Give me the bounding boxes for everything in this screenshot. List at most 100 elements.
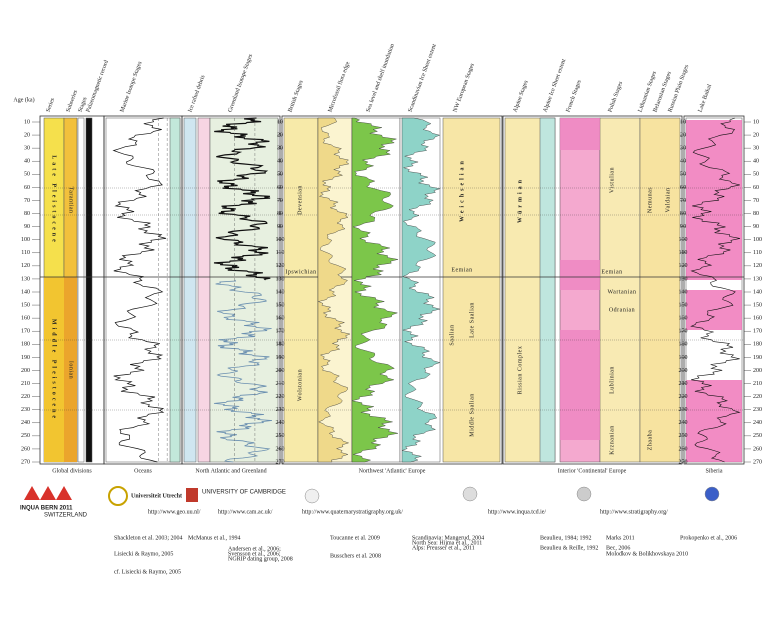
column-header: Marine Isotope Stages (120, 60, 144, 113)
pink-band (686, 380, 742, 462)
group-label: Global divisions (52, 468, 92, 474)
stage-label: Saalian (449, 324, 455, 345)
stage-label: Rissian Complex (517, 346, 523, 395)
reference: Busschers et al. 2008 (330, 553, 381, 559)
age-tick-label: 60 (753, 185, 759, 191)
utrecht-seal (108, 486, 128, 506)
group-frame (181, 115, 281, 465)
column (209, 117, 279, 463)
age-tick-label: 170 (679, 329, 688, 335)
reference: Lisiecki & Raymo, 2005 (114, 551, 173, 557)
logo-text: SWITZERLAND (44, 513, 88, 519)
stage-label: Nemunas (647, 187, 653, 213)
age-tick-label: 250 (276, 433, 285, 439)
age-tick-label: 100 (679, 237, 688, 243)
age-tick-label: 10 (277, 119, 283, 125)
column (639, 117, 681, 463)
reference: Svensson et al., 2006; (228, 551, 281, 557)
stage-label: Ionian (68, 361, 74, 379)
reference: North Sea: Hijma et al., 2011 (412, 540, 482, 546)
age-tick-label: 70 (277, 198, 283, 204)
reference: Andersen et al., 2006; (228, 546, 281, 552)
microfossil-area (317, 117, 351, 463)
age-tick-label: 270 (679, 459, 688, 465)
greenland-curve (213, 117, 271, 281)
age-tick-label: 240 (276, 420, 285, 426)
age-tick-label: 270 (753, 459, 762, 465)
reference: cf. Lisiecki & Raymo, 2005 (114, 568, 181, 575)
age-tick-label: 150 (276, 302, 285, 308)
age-tick-label: 190 (21, 355, 30, 361)
marine-isotope-curve (112, 117, 167, 463)
logo-text: Universiteit Utrecht (131, 493, 182, 499)
age-tick-label: 190 (276, 355, 285, 361)
age-tick-label: 140 (21, 289, 30, 295)
column (169, 117, 181, 463)
age-tick-label: 130 (753, 276, 762, 282)
age-tick-label: 110 (679, 250, 688, 256)
age-tick-label: 260 (21, 446, 30, 452)
age-tick-label: 20 (753, 132, 759, 138)
stage-label: Vistulian (609, 167, 615, 193)
age-tick-label: 190 (679, 355, 688, 361)
age-tick-label: 80 (24, 211, 30, 217)
age-tick-label: 100 (21, 237, 30, 243)
age-tick-label: 180 (21, 342, 30, 348)
logo-mark (462, 486, 478, 502)
age-tick-label: 210 (276, 381, 285, 387)
column (539, 117, 556, 463)
column-header: French Stages (566, 79, 583, 113)
age-tick-label: 170 (21, 329, 30, 335)
stage-label: Eemian (601, 269, 622, 275)
age-tick-label: 10 (24, 119, 30, 125)
age-tick-label: 40 (277, 159, 283, 165)
stage-label: Weichselian (459, 158, 465, 222)
ice-sheet-area (401, 117, 441, 463)
age-tick-label: 30 (680, 146, 686, 152)
logo-text: INQUA BERN 2011 (20, 506, 73, 512)
group-label: Northwest 'Atlantic' Europe (359, 468, 426, 474)
age-tick-label: 200 (21, 368, 30, 374)
column-header: NW European Stages (453, 62, 476, 113)
reference: Shackleton et al. 2003; 2004 (114, 535, 183, 541)
stage-label: Middle Saalian (469, 393, 475, 437)
greenland-curve-lower (213, 279, 273, 463)
age-tick-label: 220 (753, 394, 762, 400)
age-tick-label: 60 (680, 185, 686, 191)
reference: McManus et al., 1994 (188, 535, 241, 541)
age-tick-label: 250 (21, 433, 30, 439)
age-tick-label: 50 (753, 172, 759, 178)
reference: Marks 2011 (606, 535, 635, 541)
stage-label: Ipswichian (285, 269, 316, 275)
url: http://www.cam.ac.uk/ (218, 509, 273, 515)
age-tick-label: 120 (679, 263, 688, 269)
age-tick-label: 30 (753, 146, 759, 152)
stage-label: Würmian (517, 177, 523, 223)
age-tick-label: 210 (679, 381, 688, 387)
age-tick-label: 240 (21, 420, 30, 426)
age-tick-label: 30 (277, 146, 283, 152)
age-tick-label: 30 (24, 146, 30, 152)
age-tick-label: 60 (277, 185, 283, 191)
age-tick-label: 260 (276, 446, 285, 452)
age-tick-label: 200 (276, 368, 285, 374)
age-tick-label: 220 (21, 394, 30, 400)
age-tick-label: 80 (680, 211, 686, 217)
column-header: Polish Stages (608, 80, 625, 113)
age-tick-label: 240 (753, 420, 762, 426)
age-tick-label: 190 (753, 355, 762, 361)
age-tick-label: 220 (679, 394, 688, 400)
age-tick-label: 230 (753, 407, 762, 413)
age-tick-label: 160 (276, 316, 285, 322)
column-lower (44, 277, 64, 462)
age-tick-label: 90 (680, 224, 686, 230)
age-tick-label: 20 (277, 132, 283, 138)
column-header: Series (46, 97, 57, 113)
age-tick-label: 170 (276, 329, 285, 335)
age-tick-label: 70 (24, 198, 30, 204)
age-tick-label: 40 (753, 159, 759, 165)
stage-label: Eemian (451, 267, 472, 273)
url: http://www.inqua.tcd.ie/ (488, 509, 546, 515)
column (197, 117, 211, 463)
group-label: North Atlantic and Greenland (195, 468, 266, 474)
